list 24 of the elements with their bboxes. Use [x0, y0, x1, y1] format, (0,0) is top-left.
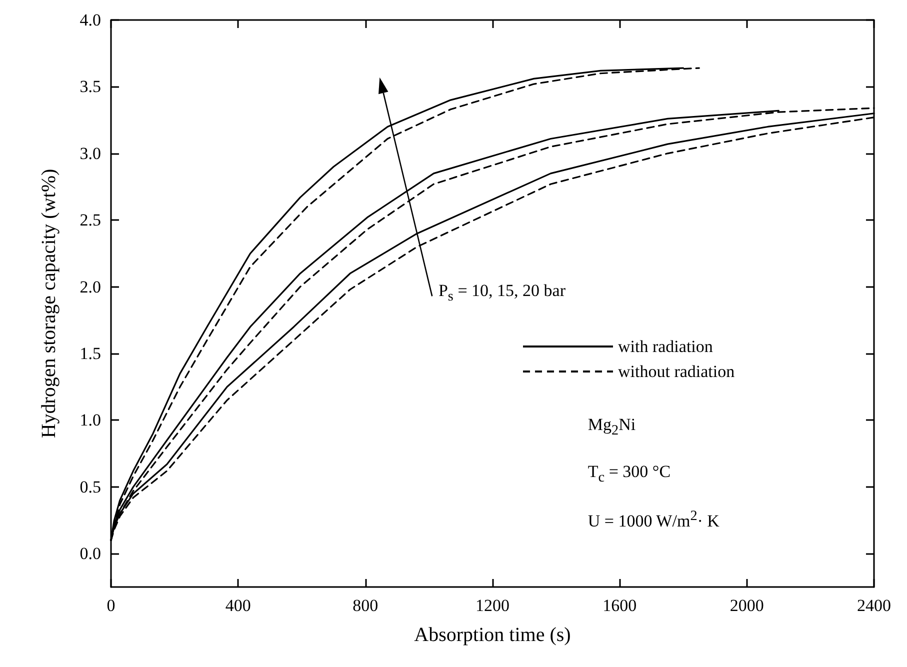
annotation: P$_{s}$ = 10, 15, 20 bar: [438, 281, 566, 306]
legend-label: without radiation: [618, 362, 736, 381]
y-tick-label: 0.5: [80, 477, 101, 496]
x-tick-label: 800: [352, 596, 378, 615]
y-tick-label: 2.0: [80, 277, 101, 296]
annotation: T$_{c}$ = 300 °C: [588, 462, 671, 486]
x-tick-label: 0: [106, 596, 116, 615]
y-tick-label: 0.0: [80, 544, 101, 564]
legend-label: with radiation: [618, 337, 714, 356]
annotation: Mg$_{2}$Ni: [588, 414, 636, 440]
x-tick-label: 400: [225, 596, 251, 615]
y-axis-title: Hydrogen storage capacity (wt%): [38, 168, 60, 438]
x-tick-label: 1200: [476, 596, 510, 615]
x-tick-label: 2400: [857, 596, 891, 615]
y-tick-label: 1.5: [80, 344, 101, 364]
y-tick-label: 2.5: [80, 210, 101, 230]
x-tick-label: 2000: [730, 596, 764, 615]
x-tick-label: 1600: [602, 596, 637, 615]
x-axis-title: Absorption time (s): [414, 624, 571, 646]
y-tick-label: 3.0: [80, 144, 101, 163]
y-tick-label: 3.5: [80, 77, 101, 96]
y-tick-label: 1.0: [80, 410, 101, 430]
annotation: U = 1000 W/m$^{2}$· K: [588, 508, 720, 532]
y-tick-label: 4.0: [80, 10, 101, 30]
